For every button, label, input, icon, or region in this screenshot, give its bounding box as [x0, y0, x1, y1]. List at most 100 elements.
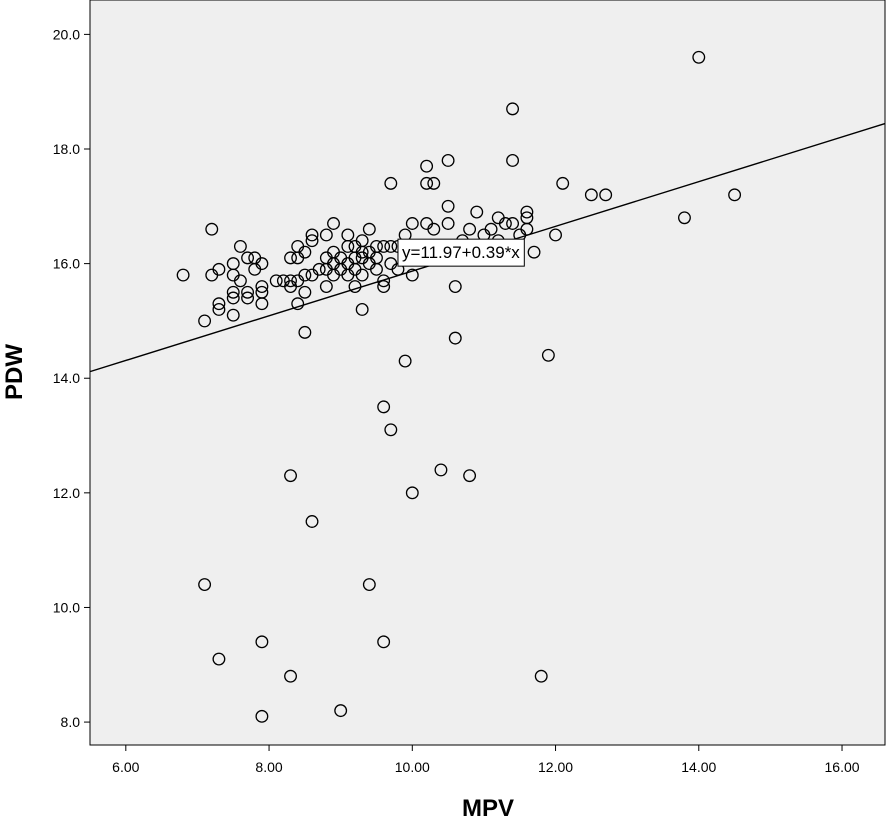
data-point: [205, 222, 219, 236]
data-point: [241, 291, 255, 305]
data-point: [305, 515, 319, 528]
data-point: [362, 222, 376, 236]
data-point: [291, 297, 305, 311]
data-point: [212, 303, 226, 316]
data-point: [241, 285, 255, 299]
data-point: [212, 652, 226, 666]
y-tick-label: 12.0: [53, 485, 80, 501]
data-point: [298, 325, 312, 339]
data-point: [327, 217, 340, 230]
data-point: [405, 486, 419, 500]
data-point: [434, 463, 448, 477]
data-point: [226, 285, 240, 299]
data-point: [441, 199, 455, 213]
y-tick-label: 8.0: [61, 714, 81, 730]
x-tick-label: 14.00: [681, 759, 716, 775]
data-point: [384, 239, 398, 253]
data-point: [298, 245, 312, 259]
data-point: [405, 217, 419, 230]
x-tick-label: 10.00: [395, 759, 430, 775]
data-point: [448, 280, 462, 293]
fit-equation-label: y=11.97+0.39*x: [402, 243, 520, 262]
x-tick-label: 6.00: [112, 759, 139, 775]
plot-area: [89, 0, 886, 746]
data-point: [334, 704, 348, 718]
data-point: [398, 354, 412, 368]
data-point: [305, 234, 319, 248]
data-point: [377, 280, 391, 293]
data-point: [198, 578, 212, 591]
data-point: [255, 709, 269, 723]
data-point: [448, 331, 462, 345]
x-tick-label: 12.00: [538, 759, 573, 775]
data-point: [506, 217, 520, 230]
y-axis-title: PDW: [1, 344, 28, 400]
data-point: [241, 251, 255, 265]
data-point: [549, 228, 562, 242]
data-point: [584, 188, 598, 202]
data-point: [506, 102, 520, 116]
data-point: [198, 314, 212, 328]
y-tick-label: 18.0: [53, 141, 80, 157]
data-point: [233, 239, 247, 253]
data-point: [226, 308, 240, 322]
data-point: [255, 280, 269, 293]
data-point: [355, 245, 369, 259]
data-point: [269, 274, 283, 288]
x-tick-label: 8.00: [255, 759, 282, 775]
data-point: [484, 222, 498, 236]
data-point: [420, 159, 434, 173]
y-tick-label: 16.0: [53, 256, 80, 272]
data-point: [728, 188, 742, 202]
data-point: [405, 268, 419, 282]
data-point: [599, 188, 613, 202]
data-point: [362, 578, 376, 591]
data-point: [319, 228, 333, 242]
data-point: [534, 669, 548, 683]
fit-equation-box: [397, 238, 525, 267]
data-point: [284, 274, 297, 288]
data-point: [255, 297, 269, 311]
data-point: [377, 274, 391, 288]
data-point: [298, 268, 312, 282]
data-point: [678, 211, 691, 225]
data-point: [284, 469, 297, 483]
data-point: [506, 154, 520, 167]
data-point: [470, 205, 484, 219]
data-point: [355, 268, 369, 282]
data-point: [377, 635, 391, 649]
data-point: [520, 222, 534, 236]
data-point: [463, 222, 477, 236]
data-point: [226, 291, 240, 305]
data-point: [427, 176, 441, 190]
data-point: [298, 285, 312, 299]
data-point: [384, 176, 398, 190]
data-point: [176, 268, 190, 282]
data-point: [284, 669, 297, 683]
data-point: [233, 274, 247, 288]
data-point: [319, 280, 333, 293]
data-point: [692, 50, 706, 64]
data-point: [212, 297, 226, 311]
data-point: [255, 635, 269, 649]
x-axis-title: MPV: [462, 795, 514, 822]
data-point: [520, 205, 534, 219]
data-point: [556, 176, 570, 190]
data-point: [384, 423, 398, 437]
data-point: [305, 228, 319, 242]
data-point: [377, 400, 391, 414]
data-point: [427, 222, 441, 236]
data-point: [341, 239, 355, 253]
data-point: [420, 176, 434, 190]
data-point: [312, 262, 326, 276]
data-point: [441, 217, 455, 230]
data-point: [463, 469, 477, 483]
data-point: [212, 262, 226, 276]
data-point: [348, 280, 362, 293]
x-tick-label: 16.00: [825, 759, 860, 775]
data-point: [377, 239, 391, 253]
data-point: [527, 245, 541, 259]
data-point: [255, 257, 269, 271]
data-point: [284, 251, 297, 265]
